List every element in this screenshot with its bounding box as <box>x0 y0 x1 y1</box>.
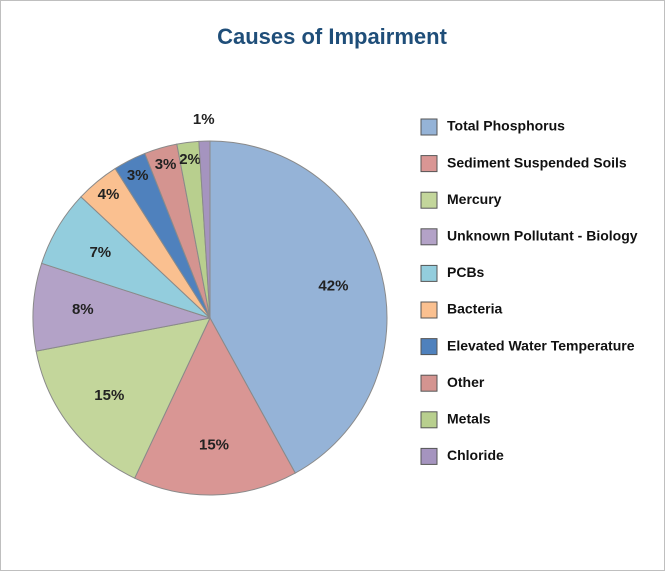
pie-slice <box>32 262 211 352</box>
legend-swatch <box>420 411 438 429</box>
legend-label: Chloride <box>447 447 504 463</box>
data-label: 1% <box>193 111 215 128</box>
legend-label: PCBs <box>447 264 485 280</box>
pie-slice <box>133 316 296 496</box>
legend-label: Total Phosphorus <box>447 118 565 134</box>
data-label: 42% <box>318 277 348 294</box>
legend-swatch <box>420 155 438 173</box>
legend-swatch <box>420 338 438 356</box>
legend-swatch <box>420 264 438 282</box>
legend-swatch <box>420 228 438 246</box>
legend-swatch <box>420 118 438 136</box>
legend-label: Mercury <box>447 191 502 207</box>
legend-label: Metals <box>447 411 491 427</box>
legend-swatch <box>420 447 438 465</box>
legend-label: Other <box>447 374 485 390</box>
pie-slice <box>209 140 388 474</box>
data-label: 15% <box>199 436 229 453</box>
data-label: 7% <box>89 244 111 261</box>
legend-swatch <box>420 191 438 209</box>
legend-label: Bacteria <box>447 301 502 317</box>
data-label: 3% <box>127 167 149 184</box>
data-label: 8% <box>72 301 94 318</box>
pie-slice <box>198 140 211 319</box>
data-label: 3% <box>155 156 177 173</box>
chart-title: Causes of Impairment <box>217 24 448 49</box>
legend-label: Unknown Pollutant - Biology <box>447 228 638 244</box>
legend-label: Elevated Water Temperature <box>447 337 635 353</box>
data-label: 15% <box>94 387 124 404</box>
data-label: 4% <box>98 186 120 203</box>
legend-label: Sediment Suspended Soils <box>447 154 627 170</box>
legend-swatch <box>420 374 438 392</box>
pie-slice <box>35 317 211 479</box>
legend-swatch <box>420 301 438 319</box>
data-label: 2% <box>179 151 201 168</box>
